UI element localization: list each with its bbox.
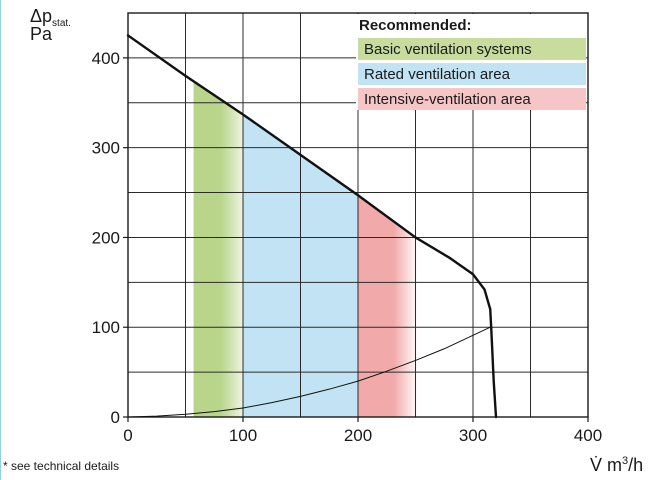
x-axis-unit-tail: /h xyxy=(628,455,643,475)
left-border-rule xyxy=(0,0,1,480)
legend-swatch xyxy=(358,38,586,60)
x-tick-label: 100 xyxy=(229,426,257,445)
legend-entry-label: Rated ventilation area xyxy=(364,66,511,83)
x-tick-label: 400 xyxy=(574,426,602,445)
y-tick-label: 100 xyxy=(92,318,120,337)
legend-swatch xyxy=(358,88,586,110)
y-axis-unit: Pa xyxy=(30,24,53,44)
pressure-curve xyxy=(126,34,498,419)
y-axis-symbol: Δp xyxy=(30,6,52,26)
x-axis-label: V̇ m3/h xyxy=(590,455,643,475)
legend-entry-label: Intensive-ventilation area xyxy=(364,91,531,108)
y-tick-label: 400 xyxy=(92,49,120,68)
region-band xyxy=(358,195,418,417)
y-tick-label: 300 xyxy=(92,139,120,158)
legend-title: Recommended: xyxy=(359,17,472,34)
recommendation-regions xyxy=(193,81,418,417)
y-axis-label: Δpstat. xyxy=(30,6,71,29)
system-curve xyxy=(127,326,491,418)
chart-legend: Recommended: Basic ventilation systems Rat… xyxy=(356,14,586,110)
chart-grid xyxy=(127,12,589,418)
x-axis-unit: m xyxy=(607,455,622,475)
chart-curves xyxy=(126,34,498,419)
axis-tick-labels: 0 100 200 300 400 0 100 200 300 400 xyxy=(92,49,603,445)
x-tick-label: 200 xyxy=(344,426,372,445)
x-tick-label: 300 xyxy=(459,426,487,445)
x-axis-symbol: V̇ xyxy=(590,455,602,475)
y-tick-label: 0 xyxy=(111,408,120,427)
y-axis-subscript: stat. xyxy=(52,18,71,29)
footnote: * see technical details xyxy=(3,459,120,473)
region-band xyxy=(193,81,243,417)
x-axis-unit-exponent: 3 xyxy=(622,455,628,467)
x-tick-label: 0 xyxy=(123,426,132,445)
legend-entry-label: Basic ventilation systems xyxy=(364,41,532,58)
legend-swatch xyxy=(358,63,586,85)
y-tick-label: 200 xyxy=(92,228,120,247)
